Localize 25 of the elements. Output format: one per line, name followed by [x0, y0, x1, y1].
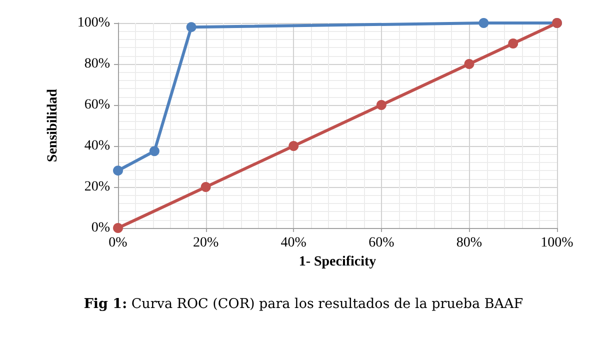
point — [200, 182, 211, 192]
point — [508, 38, 518, 48]
y-tick-label: 40% — [84, 138, 110, 154]
x-axis-title: 1- Specificity — [298, 254, 376, 270]
point — [113, 223, 123, 233]
x-tick-label: 20% — [192, 236, 219, 250]
y-tick-label: 0% — [91, 220, 110, 236]
point — [478, 18, 489, 28]
point — [288, 141, 299, 151]
y-tick-label: 20% — [84, 180, 110, 194]
y-tick-label: 80% — [84, 56, 110, 72]
x-tick-label: 40% — [280, 236, 307, 250]
point — [149, 146, 160, 156]
y-axis-title: Sensibilidad — [46, 88, 60, 162]
y-tick-label: 100% — [77, 16, 110, 30]
point — [113, 166, 123, 176]
x-tick-label: 60% — [368, 236, 395, 250]
x-tick-label: 100% — [540, 236, 574, 250]
point — [376, 100, 386, 110]
point — [186, 22, 196, 32]
point — [464, 59, 474, 69]
x-tick-label: 0% — [108, 236, 128, 250]
x-tick-label: 80% — [456, 236, 482, 250]
caption: Fig 1: Curva ROC (COR) para los resultados de la prueba BAAF — [82, 296, 524, 312]
y-tick-label: 60% — [84, 98, 110, 112]
